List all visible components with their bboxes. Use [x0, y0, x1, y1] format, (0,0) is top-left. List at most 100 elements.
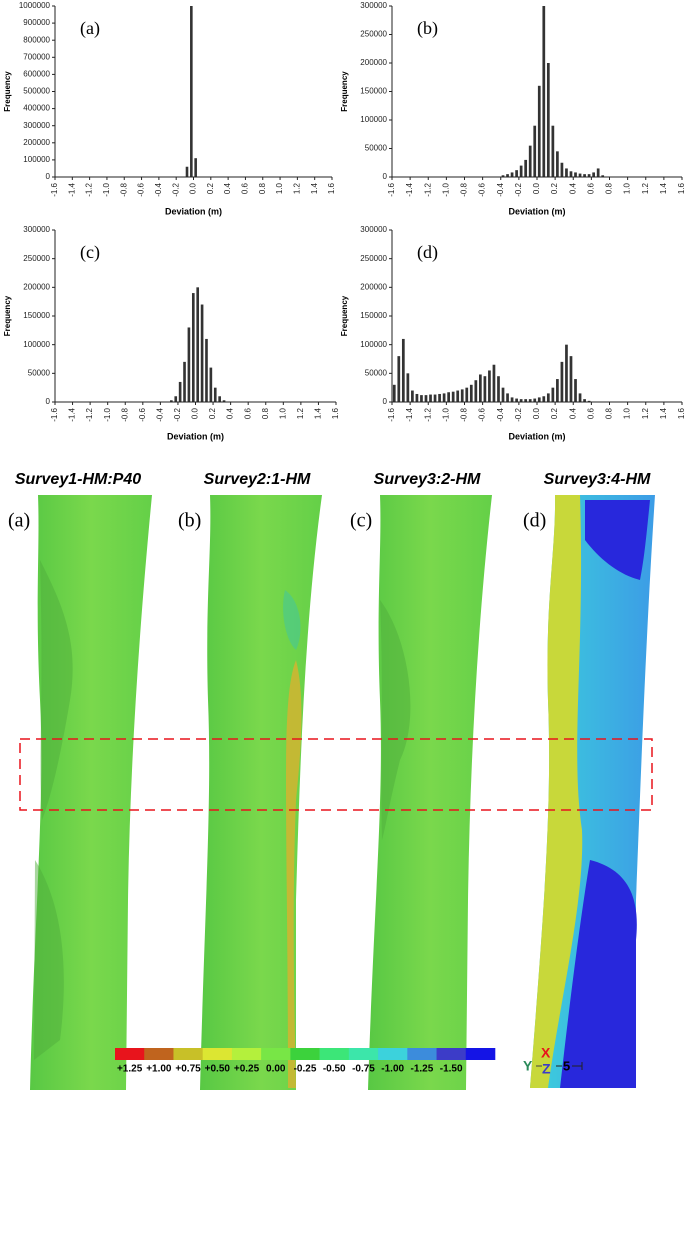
panel-label: (c) [80, 242, 100, 263]
bar [492, 364, 496, 402]
y-tick-label: 400000 [23, 104, 50, 113]
x-tick-label: 1.0 [275, 182, 284, 194]
bar [537, 397, 541, 402]
legend-swatch [378, 1048, 408, 1060]
bar [200, 304, 204, 402]
x-tick-label: 0.0 [532, 407, 541, 419]
bar [406, 373, 410, 402]
bar [191, 293, 195, 402]
legend-swatch [436, 1048, 467, 1060]
x-tick-label: -1.4 [67, 182, 76, 196]
x-tick-label: 0.2 [206, 182, 215, 194]
map-title: Survey2:1-HM [204, 471, 311, 488]
y-tick-label: 150000 [360, 311, 387, 320]
bar [218, 396, 221, 402]
x-tick-label: 1.4 [314, 407, 323, 419]
x-tick-label: 0.4 [568, 182, 577, 194]
x-tick-label: 0.4 [568, 407, 577, 419]
bar [451, 391, 455, 402]
bar [546, 393, 550, 402]
legend-label: +1.25 [117, 1064, 143, 1075]
scale-label: 5 [563, 1058, 570, 1073]
x-tick-label: 0.6 [586, 407, 595, 419]
bar [506, 174, 509, 177]
bar [596, 168, 600, 177]
bar [196, 287, 200, 402]
x-tick-label: 1.2 [296, 407, 305, 419]
x-tick-label: 0.8 [258, 182, 267, 194]
map-label: (c) [350, 510, 372, 532]
bar [515, 170, 518, 177]
x-tick-label: -1.4 [405, 407, 414, 421]
x-tick-label: -1.6 [387, 182, 396, 196]
bar [551, 125, 555, 177]
bar [465, 387, 469, 402]
x-axis-label: Deviation (m) [167, 431, 224, 441]
legend-swatch [261, 1048, 291, 1060]
legend-label: -0.75 [352, 1064, 375, 1075]
y-tick-label: 0 [46, 397, 51, 406]
bar [415, 393, 419, 402]
bar [524, 159, 528, 177]
map-b-ridge [286, 660, 302, 1088]
panel-label: (d) [417, 242, 438, 263]
legend-label: -1.00 [381, 1064, 404, 1075]
x-tick-label: -0.8 [120, 407, 129, 421]
legend-swatch [348, 1048, 379, 1060]
x-tick-label: -1.6 [50, 407, 59, 421]
bar [474, 380, 478, 402]
bar [528, 399, 532, 402]
x-tick-label: 0.2 [550, 182, 559, 194]
x-tick-label: -1.0 [441, 407, 450, 421]
bar [209, 367, 213, 402]
bar [447, 392, 450, 402]
x-tick-label: 1.4 [659, 182, 668, 194]
legend-label: -1.50 [440, 1064, 463, 1075]
bar [170, 400, 173, 402]
x-tick-label: -1.2 [423, 182, 432, 196]
bar [519, 165, 523, 177]
x-tick-label: -0.4 [154, 182, 163, 196]
y-tick-label: 0 [46, 172, 51, 181]
bar [519, 399, 523, 402]
y-axis-label: Frequency [340, 295, 349, 336]
x-tick-label: 1.6 [331, 407, 340, 419]
bar [515, 398, 518, 402]
bar [397, 356, 401, 402]
y-tick-label: 300000 [23, 121, 50, 130]
map-d-shore [530, 495, 583, 1088]
x-tick-label: 1.2 [292, 182, 301, 194]
bar [578, 393, 582, 402]
map-b-patch [283, 590, 301, 650]
legend-swatch [115, 1048, 145, 1060]
bar [560, 361, 564, 402]
legend-swatch [173, 1048, 203, 1060]
bar [479, 374, 482, 402]
bar [533, 125, 537, 177]
x-tick-label: 0.6 [241, 182, 250, 194]
bar [438, 393, 441, 402]
bar [460, 389, 464, 402]
legend-swatch [231, 1048, 262, 1060]
x-tick-label: -0.4 [496, 407, 505, 421]
x-tick-label: -0.2 [171, 182, 180, 196]
bar [601, 175, 605, 177]
x-tick-label: 1.4 [310, 182, 319, 194]
x-tick-label: -1.6 [50, 182, 59, 196]
x-tick-label: 1.6 [677, 407, 685, 419]
x-tick-label: 0.4 [223, 182, 232, 194]
x-tick-label: -0.4 [496, 182, 505, 196]
x-tick-label: 0.8 [605, 182, 614, 194]
y-tick-label: 100000 [23, 340, 50, 349]
map-label: (d) [523, 510, 546, 532]
y-tick-label: 200000 [23, 138, 50, 147]
bar [574, 379, 577, 402]
legend-swatch [407, 1048, 437, 1060]
x-tick-label: -0.6 [138, 407, 147, 421]
legend-label: 0.00 [266, 1064, 286, 1075]
x-tick-label: 0.8 [261, 407, 270, 419]
bar [424, 395, 428, 402]
panel-label: (a) [80, 18, 100, 39]
y-tick-label: 250000 [360, 254, 387, 263]
legend-label: +0.50 [205, 1064, 231, 1075]
